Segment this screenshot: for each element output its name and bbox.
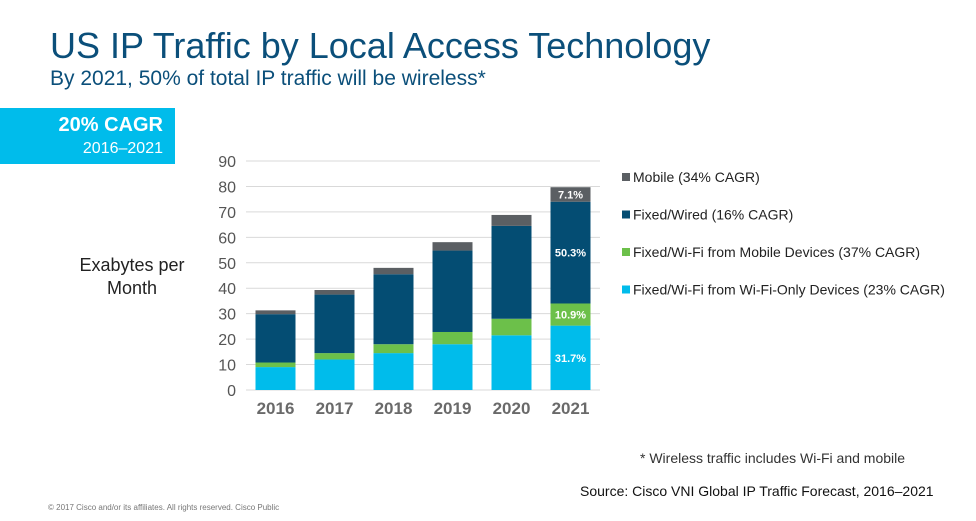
y-tick-label: 10 <box>218 358 236 375</box>
cagr-value: 20% CAGR <box>58 114 163 136</box>
bar-segment <box>255 367 296 390</box>
bar-segment <box>491 225 532 319</box>
legend-swatch <box>622 173 630 181</box>
page-subtitle: By 2021, 50% of total IP traffic will be… <box>50 67 486 90</box>
bar-segment <box>314 359 355 390</box>
x-tick-label: 2017 <box>316 399 354 418</box>
legend-swatch <box>622 210 630 219</box>
y-tick-label: 70 <box>218 205 236 222</box>
bar-segment <box>432 344 473 390</box>
data-label: 7.1% <box>558 189 583 201</box>
bar-segment <box>432 242 473 251</box>
data-label: 31.7% <box>555 353 586 365</box>
bar-segment <box>373 267 414 275</box>
bar-segment <box>314 294 355 354</box>
y-tick-label: 90 <box>218 154 236 171</box>
source-note: Source: Cisco VNI Global IP Traffic Fore… <box>580 483 934 499</box>
copyright: © 2017 Cisco and/or its affiliates. All … <box>48 503 280 512</box>
y-tick-label: 40 <box>218 281 236 298</box>
footnote: * Wireless traffic includes Wi-Fi and mo… <box>640 450 906 466</box>
bar-segment <box>432 250 473 332</box>
bar-segment <box>314 290 355 295</box>
y-tick-label: 20 <box>218 332 236 349</box>
legend-swatch <box>622 248 630 256</box>
bar-segment <box>550 187 591 202</box>
bar-segment <box>550 325 591 390</box>
legend-swatch <box>622 285 630 294</box>
legend-entry: Fixed/Wi-Fi from Mobile Devices (37% CAG… <box>633 244 920 260</box>
data-label: 10.9% <box>555 310 586 322</box>
legend-entry: Fixed/Wired (16% CAGR) <box>633 207 793 223</box>
x-tick-label: 2016 <box>257 399 295 418</box>
bar-segment <box>491 214 532 226</box>
bar-segment <box>314 353 355 360</box>
page-title: US IP Traffic by Local Access Technology <box>50 25 711 66</box>
cagr-callout: 20% CAGR 2016–2021 <box>0 108 175 164</box>
bar-segment <box>491 318 532 336</box>
x-tick-label: 2020 <box>493 399 531 418</box>
x-tick-label: 2018 <box>375 399 413 418</box>
bar-segment <box>255 314 296 363</box>
bar-segment <box>550 303 591 326</box>
bar-segment <box>491 335 532 390</box>
legend-entry: Mobile (34% CAGR) <box>633 169 760 185</box>
y-tick-label: 0 <box>227 383 236 400</box>
y-tick-label: 60 <box>218 230 236 247</box>
cagr-period: 2016–2021 <box>82 140 163 157</box>
x-tick-label: 2019 <box>434 399 472 418</box>
y-tick-label: 30 <box>218 307 236 324</box>
y-axis-label: Exabytes per Month <box>79 255 185 298</box>
bar-segment <box>373 353 414 390</box>
y-tick-label: 50 <box>218 256 236 273</box>
x-tick-label: 2021 <box>552 399 590 418</box>
y-tick-label: 80 <box>218 179 236 196</box>
bar-segment <box>373 344 414 354</box>
data-label: 50.3% <box>555 248 586 260</box>
bar-segment <box>255 362 296 368</box>
bar-segment <box>255 310 296 315</box>
bar-segment <box>373 274 414 345</box>
bar-segment <box>432 331 473 345</box>
bar-segment <box>550 201 591 304</box>
legend-entry: Fixed/Wi-Fi from Wi-Fi-Only Devices (23%… <box>633 282 945 298</box>
